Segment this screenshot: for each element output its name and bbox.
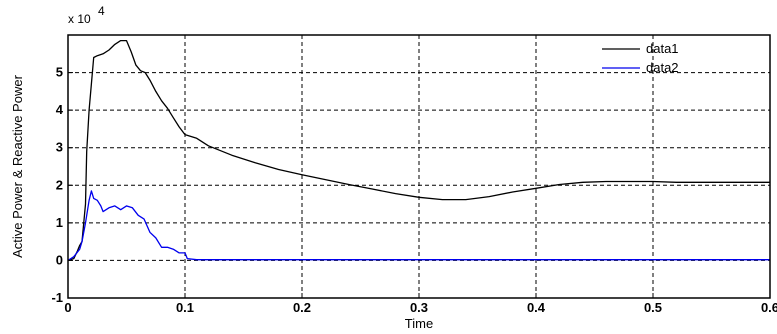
y-tick-label: 0 [56, 252, 63, 267]
x-tick-label: 0.5 [644, 300, 662, 315]
x-axis-label: Time [405, 316, 433, 331]
grid [68, 35, 770, 298]
legend-label-data2: data2 [646, 60, 679, 75]
y-scale-exponent: 4 [98, 4, 105, 18]
legend: data1 data2 [602, 41, 679, 75]
y-scale-label: x 10 [68, 12, 91, 26]
x-tick-label: 0.6 [761, 300, 777, 315]
x-tick-label: 0.1 [176, 300, 194, 315]
x-tick-label: 0.2 [293, 300, 311, 315]
x-tick-label: 0.3 [410, 300, 428, 315]
y-tick-label: 3 [56, 140, 63, 155]
y-axis-label: Active Power & Reactive Power [10, 74, 25, 257]
y-tick-label: 2 [56, 177, 63, 192]
series-line-data2 [67, 190, 770, 261]
y-tick-label: 5 [56, 65, 63, 80]
x-tick-label: 0.4 [527, 300, 546, 315]
legend-label-data1: data1 [646, 41, 679, 56]
series-lines [67, 39, 770, 262]
y-tick-label: 1 [56, 215, 63, 230]
y-tick-label: -1 [51, 290, 63, 305]
y-tick-label: 4 [56, 102, 64, 117]
x-tick-label: 0 [64, 300, 71, 315]
series-line-data1 [67, 39, 770, 262]
